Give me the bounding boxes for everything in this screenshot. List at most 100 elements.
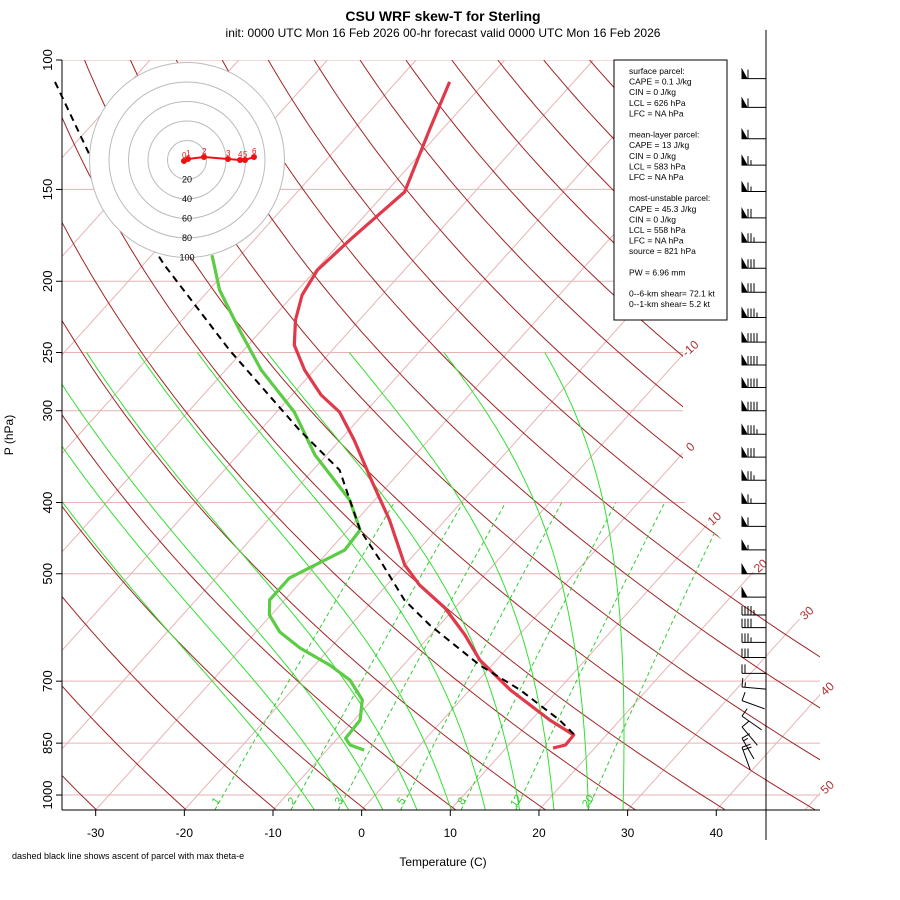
isotherm	[62, 60, 683, 810]
isotherm	[272, 60, 820, 810]
moist-adiabat	[443, 352, 589, 810]
mixing-ratio-label: 5	[395, 795, 408, 807]
wind-barb	[741, 618, 766, 629]
mixing-ratio-line	[587, 502, 730, 810]
mixing-ratio-line	[460, 502, 617, 810]
hodograph-label: 4	[238, 150, 243, 159]
info-text: surface parcel:	[629, 66, 685, 76]
info-text: LCL = 583 hPa	[629, 161, 686, 171]
wind-barb	[741, 306, 766, 318]
x-tick-label: 0	[358, 826, 365, 840]
info-text: 0--1-km shear= 5.2 kt	[629, 299, 711, 309]
x-tick-label: -30	[87, 826, 105, 840]
hodograph-label: 1	[186, 149, 191, 158]
wind-barb	[741, 678, 766, 690]
hodograph-point	[242, 157, 249, 163]
moist-adiabat	[196, 352, 486, 810]
info-text: CAPE = 0.1 J/kg	[629, 77, 692, 87]
wind-barb	[741, 515, 766, 527]
info-text: most-unstable parcel:	[629, 193, 710, 203]
y-tick-label: 1000	[40, 781, 55, 810]
isotherm	[627, 60, 820, 810]
dry-adiabat	[267, 60, 820, 810]
dry-adiabat	[451, 60, 820, 810]
wind-barb	[741, 206, 766, 219]
hodograph-label: 0	[182, 151, 187, 160]
wind-barb	[741, 633, 766, 643]
profile-line	[210, 254, 365, 752]
y-tick-label: 100	[40, 49, 55, 71]
info-text: CIN = 0 J/kg	[629, 87, 676, 97]
mixing-ratio-label: 20	[580, 793, 597, 810]
moist-adiabat	[62, 352, 384, 810]
dry-adiabat	[313, 60, 820, 810]
wind-barb	[741, 469, 766, 481]
info-text: CIN = 0 J/kg	[629, 214, 676, 224]
overlay: 1001502002503004005007008501000-10010203…	[40, 49, 837, 840]
wind-barb	[741, 720, 758, 746]
x-tick-label: -10	[264, 826, 282, 840]
hodograph-ring-label: 20	[182, 175, 192, 185]
dry-adiabat	[62, 60, 636, 810]
y-tick-label: 150	[40, 179, 55, 201]
moist-adiabat	[137, 352, 452, 810]
wind-barb	[741, 586, 766, 598]
info-text: LFC = NA hPa	[629, 172, 684, 182]
hodograph-label: 3	[226, 149, 231, 158]
moist-adiabat	[62, 352, 350, 810]
x-tick-label: 10	[444, 826, 458, 840]
wind-barb	[741, 180, 766, 193]
y-tick-label: 300	[40, 400, 55, 422]
info-text: LFC = NA hPa	[629, 108, 684, 118]
y-tick-label: 500	[40, 563, 55, 585]
wind-barb	[741, 127, 766, 140]
footnote: dashed black line shows ascent of parcel…	[12, 851, 244, 861]
mixing-ratio-label: 8	[455, 795, 468, 807]
info-text: CAPE = 45.3 J/kg	[629, 204, 697, 214]
chart-title: CSU WRF skew-T for Sterling	[345, 8, 540, 24]
wind-barb	[741, 692, 765, 710]
hodograph-ring	[167, 140, 207, 180]
info-text: 0--6-km shear= 72.1 kt	[629, 289, 715, 299]
dry-adiabat	[221, 60, 820, 810]
y-tick-label: 700	[40, 670, 55, 692]
info-text: PW = 6.96 mm	[629, 267, 685, 277]
y-tick-label: 250	[40, 342, 55, 364]
dry-adiabat	[62, 60, 546, 810]
wind-barb	[741, 606, 766, 616]
wind-barb	[741, 354, 766, 366]
isotherm	[62, 60, 506, 810]
y-tick-label: 400	[40, 492, 55, 514]
info-text: mean-layer parcel:	[629, 130, 699, 140]
wind-barb	[741, 376, 766, 389]
hodograph-ring-label: 40	[182, 194, 192, 204]
y-axis-label: P (hPa)	[2, 415, 16, 455]
mixing-ratio-line	[214, 502, 395, 810]
wind-barb	[741, 399, 766, 412]
moist-adiabat	[62, 352, 315, 810]
wind-barb	[741, 538, 766, 551]
wind-barb	[741, 331, 766, 343]
hodograph-point	[200, 153, 207, 160]
isotherm	[62, 60, 594, 810]
x-tick-label: 30	[621, 826, 635, 840]
hodograph-ring	[108, 81, 266, 239]
x-tick-label: -20	[176, 826, 194, 840]
hodograph-point	[184, 156, 191, 163]
hodograph-label: 2	[202, 147, 207, 156]
hodograph-point	[237, 157, 244, 163]
mixing-ratio-line	[290, 502, 464, 810]
info-text: CIN = 0 J/kg	[629, 151, 676, 161]
x-axis-label: Temperature (C)	[399, 855, 486, 869]
hodograph-ring-label: 100	[179, 253, 194, 263]
info-text: LFC = NA hPa	[629, 236, 684, 246]
wind-barb	[741, 423, 766, 435]
x-tick-label: 20	[532, 826, 546, 840]
hodograph-point	[224, 156, 231, 163]
hodograph-ring-label: 80	[182, 233, 192, 243]
isotherm	[538, 60, 820, 810]
wind-barb	[741, 743, 752, 770]
info-text: source = 821 hPa	[629, 246, 696, 256]
wind-barb	[741, 67, 766, 80]
wind-barb	[741, 562, 766, 575]
